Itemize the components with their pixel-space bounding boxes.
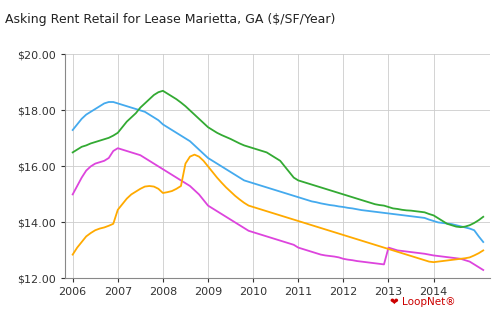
Text: Asking Rent Retail for Lease Marietta, GA ($/SF/Year): Asking Rent Retail for Lease Marietta, G…	[5, 13, 336, 26]
Text: ❤ LoopNet®: ❤ LoopNet®	[390, 297, 455, 308]
